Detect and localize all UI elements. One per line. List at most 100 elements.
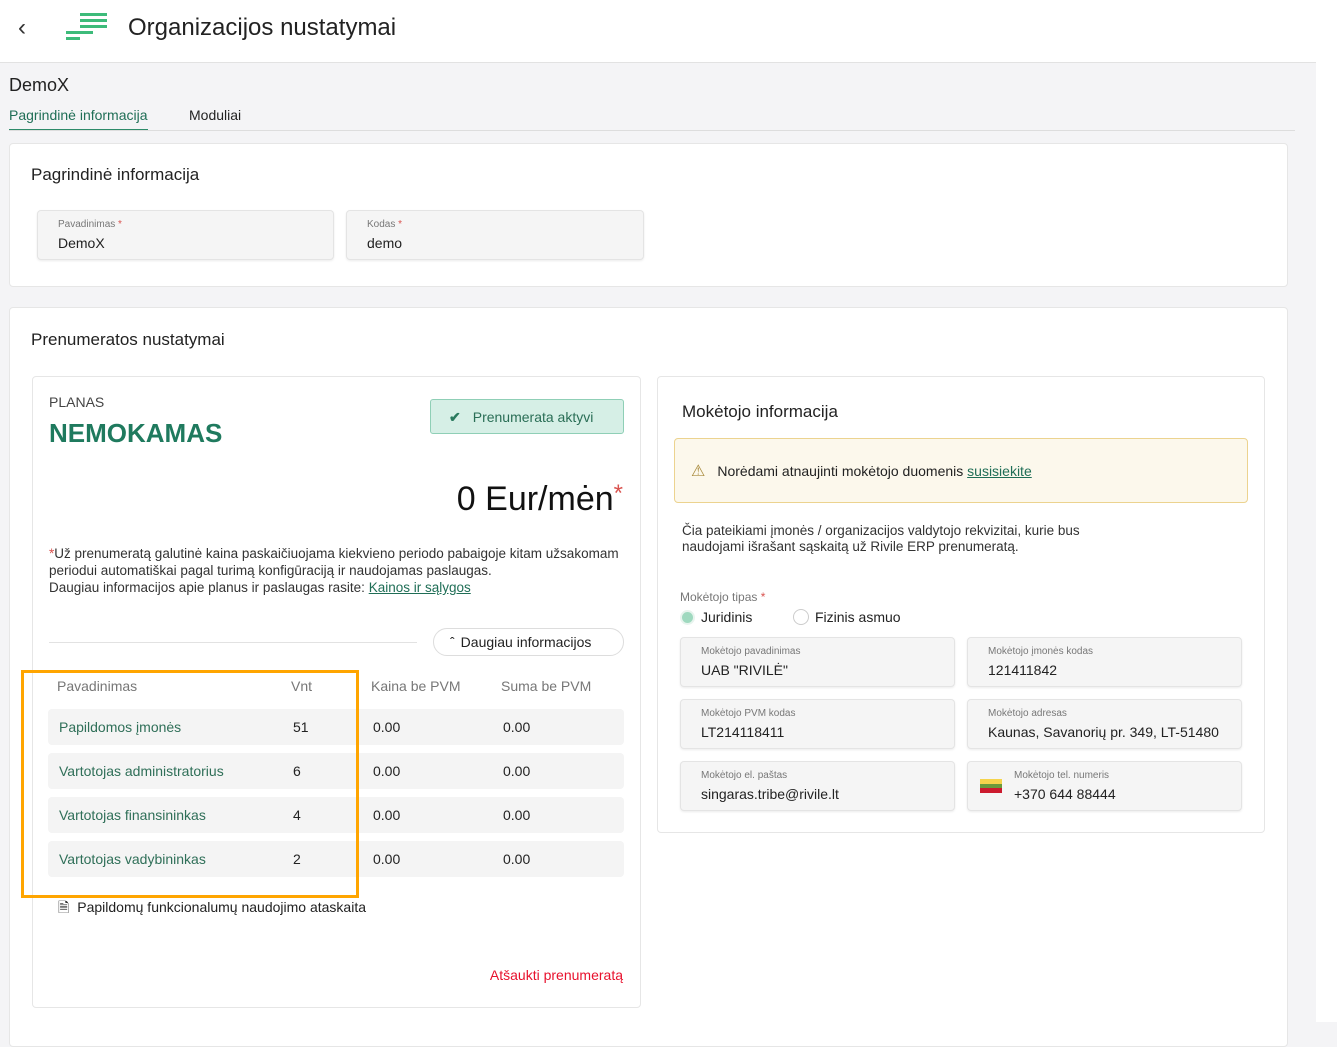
row-price: 0.00 (373, 719, 401, 735)
row-qty: 51 (293, 719, 309, 735)
contact-link[interactable]: susisiekite (967, 463, 1032, 479)
table-row: Vartotojas finansininkas 4 0.00 0.00 (48, 797, 624, 833)
table-row: Vartotojas administratorius 6 0.00 0.00 (48, 753, 624, 789)
field-label: Mokėtojo adresas (988, 708, 1067, 719)
plan-name: NEMOKAMAS (49, 418, 223, 448)
payer-name-field[interactable]: Mokėtojo pavadinimas UAB "RIVILĖ" (680, 637, 955, 687)
subscription-status-badge: ✔ Prenumerata aktyvi (430, 399, 624, 434)
usage-report-link[interactable]: 🗎 Papildomų funkcionalumų naudojimo atask… (58, 897, 366, 921)
type-label-text: Mokėtojo tipas (680, 590, 758, 604)
row-name: Vartotojas vadybininkas (59, 851, 206, 867)
field-label: Mokėtojo PVM kodas (701, 708, 796, 719)
radio-label: Fizinis asmuo (815, 609, 901, 625)
field-label: Mokėtojo tel. numeris (1014, 770, 1110, 781)
plan-label: PLANAS (49, 394, 105, 410)
payer-address-field[interactable]: Mokėtojo adresas Kaunas, Savanorių pr. 34… (967, 699, 1242, 749)
row-sum: 0.00 (503, 719, 531, 735)
basic-info-card: Pagrindinė informacija Pavadinimas * Dem… (9, 143, 1288, 287)
required-mark: * (760, 590, 766, 604)
tab-basic-info[interactable]: Pagrindinė informacija (9, 107, 148, 131)
more-info-button[interactable]: ˆ Daugiau informacijos (433, 628, 624, 656)
radio-selected-icon (680, 610, 695, 625)
row-name: Vartotojas administratorius (59, 763, 224, 779)
code-value: demo (367, 235, 403, 251)
report-label: Papildomų funkcionalumų naudojimo ataska… (77, 899, 366, 915)
pricing-note: *Už prenumeratą galutinė kaina paskaičiu… (49, 545, 624, 596)
radio-juridinis[interactable]: Juridinis (680, 609, 752, 625)
highlight-box (21, 670, 359, 898)
table-row: Vartotojas vadybininkas 2 0.00 0.00 (48, 841, 624, 877)
field-value: +370 644 88444 (1014, 786, 1116, 802)
required-mark: * (118, 219, 122, 230)
name-field[interactable]: Pavadinimas * DemoX (37, 210, 334, 260)
row-price: 0.00 (373, 807, 401, 823)
name-value: DemoX (58, 235, 105, 251)
payer-company-code-field[interactable]: Mokėtojo įmonės kodas 121411842 (967, 637, 1242, 687)
payer-email-field[interactable]: Mokėtojo el. paštas singaras.tribe@rivile… (680, 761, 955, 811)
more-info-label: Daugiau informacijos (460, 634, 592, 650)
note-text: Už prenumeratą galutinė kaina paskaičiuo… (49, 546, 619, 578)
table-row: Papildomos įmonės 51 0.00 0.00 (48, 709, 624, 745)
tab-modules[interactable]: Moduliai (189, 107, 242, 123)
field-value: Kaunas, Savanorių pr. 349, LT-51480 (988, 724, 1219, 740)
note-text-2: Daugiau informacijos apie planus ir pasl… (49, 580, 369, 595)
field-label: Mokėtojo įmonės kodas (988, 646, 1094, 657)
payer-title: Mokėtojo informacija (682, 402, 838, 421)
divider (49, 642, 417, 643)
payer-vat-field[interactable]: Mokėtojo PVM kodas LT214118411 (680, 699, 955, 749)
check-icon: ✔ (449, 409, 461, 425)
column-header-sum: Suma be PVM (501, 678, 592, 694)
row-qty: 2 (293, 851, 301, 867)
subscription-title: Prenumeratos nustatymai (31, 330, 225, 349)
name-label: Pavadinimas (58, 219, 116, 230)
rivile-logo-icon (66, 13, 107, 40)
payer-description: Čia pateikiami įmonės / organizacijos va… (682, 523, 1080, 554)
row-price: 0.00 (373, 763, 401, 779)
code-field[interactable]: Kodas * demo (346, 210, 644, 260)
status-text: Prenumerata aktyvi (472, 409, 594, 425)
field-value: singaras.tribe@rivile.lt (701, 786, 839, 802)
lithuania-flag-icon[interactable] (980, 779, 1002, 793)
field-value: LT214118411 (701, 724, 785, 740)
terms-link[interactable]: Kainos ir sąlygos (368, 580, 471, 595)
plan-price: 0 Eur/mėn* (457, 480, 623, 519)
column-header-name: Pavadinimas (57, 678, 138, 694)
row-sum: 0.00 (503, 851, 531, 867)
basic-info-title: Pagrindinė informacija (31, 165, 200, 184)
app-header: ‹ Organizacijos nustatymai (0, 0, 1316, 63)
plan-panel (32, 376, 641, 1008)
cancel-subscription-link[interactable]: Atšaukti prenumeratą (489, 967, 623, 983)
radio-fizinis[interactable]: Fizinis asmuo (793, 609, 901, 625)
code-label: Kodas (367, 219, 396, 230)
radio-label: Juridinis (701, 609, 753, 625)
back-chevron-icon[interactable]: ‹ (18, 14, 26, 41)
payer-phone-field[interactable]: Mokėtojo tel. numeris +370 644 88444 (967, 761, 1242, 811)
price-asterisk: * (613, 480, 623, 507)
chevron-up-icon: ˆ (450, 634, 455, 650)
price-value: 0 Eur/mėn (456, 480, 614, 518)
payer-type-label: Mokėtojo tipas * (680, 590, 765, 604)
warning-icon: ⚠ (691, 463, 706, 480)
row-name: Vartotojas finansininkas (59, 807, 206, 823)
document-icon: 🗎 (58, 899, 70, 915)
column-header-qty: Vnt (291, 678, 313, 694)
warning-text: Norėdami atnaujinti mokėtojo duomenis (717, 463, 968, 479)
row-qty: 4 (293, 807, 301, 823)
row-qty: 6 (293, 763, 301, 779)
row-name: Papildomos įmonės (59, 719, 182, 735)
note-asterisk: * (49, 546, 55, 561)
row-sum: 0.00 (503, 763, 531, 779)
row-price: 0.00 (373, 851, 401, 867)
page-title: Organizacijos nustatymai (128, 14, 397, 41)
row-sum: 0.00 (503, 807, 531, 823)
tabs-divider (9, 130, 1295, 131)
field-value: UAB "RIVILĖ" (701, 662, 788, 678)
radio-empty-icon (793, 609, 809, 625)
field-label: Mokėtojo el. paštas (701, 770, 788, 781)
column-header-price: Kaina be PVM (371, 678, 461, 694)
required-mark: * (398, 219, 403, 230)
payer-warning-alert: ⚠ Norėdami atnaujinti mokėtojo duomenis s… (674, 438, 1248, 503)
scrollbar-track[interactable] (1316, 0, 1337, 1022)
field-label: Mokėtojo pavadinimas (701, 646, 801, 657)
field-value: 121411842 (988, 662, 1058, 678)
